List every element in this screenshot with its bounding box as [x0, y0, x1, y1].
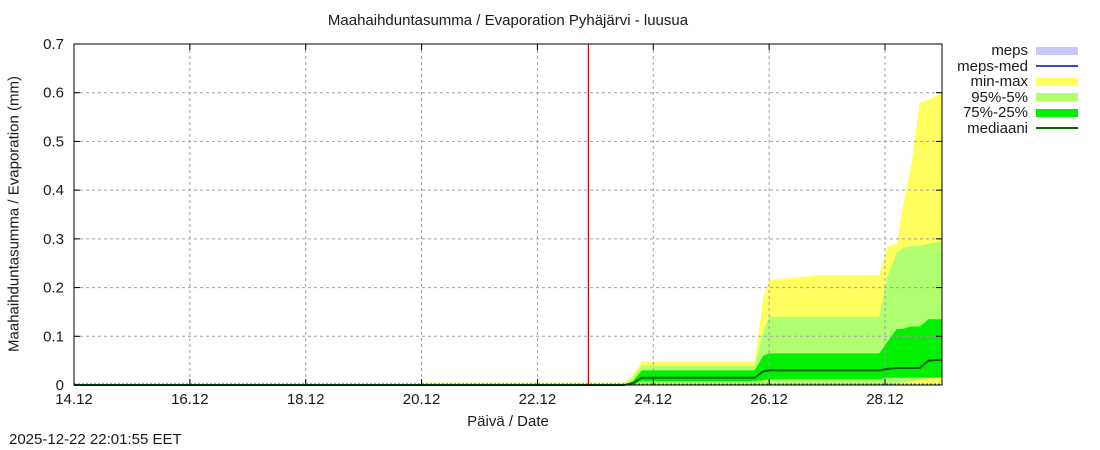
x-tick-label: 26.12 [750, 391, 788, 408]
x-axis-ticks: 14.12 16.12 18.12 20.12 22.12 24.12 26.12 28.12 [55, 44, 904, 408]
x-tick-label: 14.12 [55, 391, 93, 408]
legend-swatch-mediaani [1036, 127, 1078, 130]
legend-item-min-max: min-max [945, 74, 1095, 90]
legend-swatch-95-5 [1036, 93, 1078, 102]
y-axis-ticks: 0 0.1 0.2 0.3 0.4 0.5 0.6 0.7 [43, 36, 942, 394]
y-axis-label: Maahaihduntasumma / Evaporation (mm) [5, 76, 23, 352]
y-tick-label: 0.4 [43, 182, 64, 199]
x-tick-label: 24.12 [635, 391, 673, 408]
legend-swatch-75-25 [1036, 108, 1078, 117]
legend-item-95-5: 95%-5% [945, 90, 1095, 106]
legend: meps meps-med min-max 95%-5% 75%-25% med… [945, 43, 1095, 136]
band-75-25 [74, 319, 942, 385]
legend-label: meps-med [957, 57, 1028, 75]
x-tick-label: 18.12 [287, 391, 325, 408]
x-tick-label: 28.12 [866, 391, 904, 408]
y-tick-label: 0.1 [43, 328, 64, 345]
x-axis-label: Päivä / Date [467, 413, 549, 430]
legend-swatch-meps [1036, 46, 1078, 55]
y-tick-label: 0 [56, 377, 64, 394]
y-tick-label: 0.3 [43, 231, 64, 248]
y-tick-label: 0.6 [43, 85, 64, 102]
legend-item-meps-med: meps-med [945, 59, 1095, 75]
chart-title: Maahaihduntasumma / Evaporation Pyhäjärv… [327, 12, 689, 29]
y-tick-label: 0.5 [43, 133, 64, 150]
legend-label: min-max [970, 73, 1028, 91]
legend-label: 95%-5% [971, 88, 1028, 106]
legend-item-mediaani: mediaani [945, 121, 1095, 137]
plot-frame [73, 43, 943, 386]
x-tick-label: 20.12 [403, 391, 441, 408]
y-tick-label: 0.7 [43, 36, 64, 53]
legend-swatch-meps-med [1036, 65, 1078, 68]
legend-item-meps: meps [945, 43, 1095, 59]
legend-item-75-25: 75%-25% [945, 105, 1095, 121]
y-tick-label: 0.2 [43, 280, 64, 297]
legend-label: 75%-25% [962, 104, 1028, 122]
legend-label: mediaani [967, 119, 1028, 137]
x-tick-label: 16.12 [171, 391, 209, 408]
legend-label: meps [991, 42, 1028, 60]
generated-timestamp: 2025-12-22 22:01:55 EET [9, 431, 182, 448]
legend-swatch-min-max [1036, 77, 1078, 86]
x-tick-label: 22.12 [519, 391, 557, 408]
